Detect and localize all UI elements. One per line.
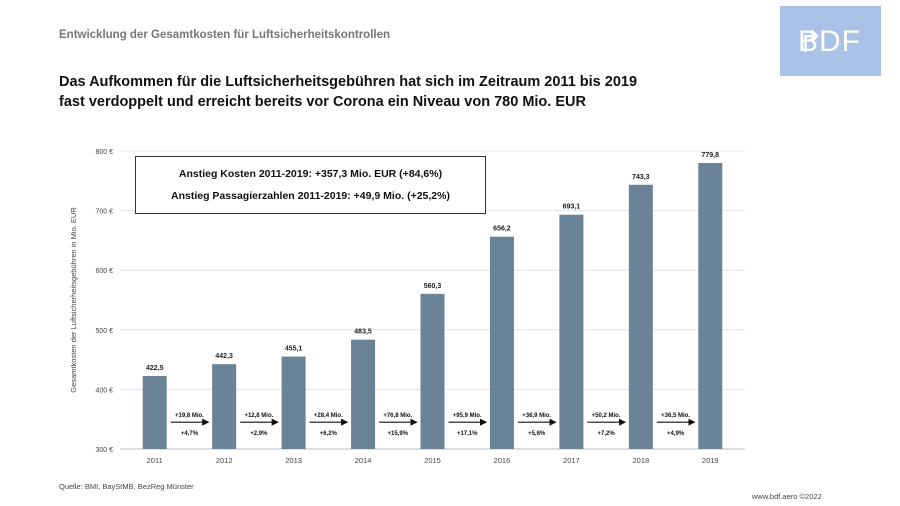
bar [142,375,167,449]
change-absolute-label: +95,9 Mio. [453,413,482,419]
change-percent-label: +2,9% [250,431,268,437]
change-percent-label: +5,6% [528,431,546,437]
bar [351,339,376,449]
bar-value-label: 422,5 [146,365,164,372]
x-tick-label: 2017 [563,456,580,465]
x-tick-label: 2015 [424,456,441,465]
change-absolute-label: +28,4 Mio. [314,413,343,419]
change-percent-label: +4,7% [181,431,199,437]
x-tick-label: 2019 [702,456,719,465]
summary-box: Anstieg Kosten 2011-2019: +357,3 Mio. EU… [135,156,486,214]
x-tick-label: 2011 [147,456,163,465]
slide-headline: Das Aufkommen für die Luftsicherheitsgeb… [59,72,759,112]
change-percent-label: +7,2% [598,431,616,437]
bdf-logo: BDF ↱ [780,6,881,76]
source-note: Quelle: BMI, BayStMB, BezReg Münster [59,482,194,491]
change-absolute-label: +36,9 Mio. [522,413,551,419]
slide-subtitle: Entwicklung der Gesamtkosten für Luftsic… [59,29,391,41]
headline-line-1: Das Aufkommen für die Luftsicherheitsgeb… [59,74,638,90]
x-tick-label: 2014 [355,456,372,465]
x-tick-label: 2016 [494,456,511,465]
bar [281,356,306,449]
bar [212,364,237,449]
bar [628,184,653,449]
x-tick-label: 2018 [632,456,649,465]
logo-arrow-icon: ↱ [798,26,825,59]
bar-value-label: 743,3 [632,174,650,181]
change-percent-label: +4,9% [667,431,685,437]
y-tick-label: 800 € [95,149,113,156]
bar-value-label: 779,8 [702,152,720,159]
change-absolute-label: +36,5 Mio. [661,413,690,419]
x-tick-label: 2012 [216,456,233,465]
y-tick-label: 700 € [95,209,113,216]
summary-cost-increase: Anstieg Kosten 2011-2019: +357,3 Mio. EU… [178,168,443,180]
copyright-note: www.bdf.aero ©2022 [752,492,822,501]
bar-value-label: 442,3 [215,353,233,360]
change-absolute-label: +76,8 Mio. [383,413,412,419]
change-absolute-label: +19,8 Mio. [175,413,204,419]
bar-value-label: 483,5 [354,329,372,336]
bar [559,214,584,449]
logo-text: BDF [798,25,861,58]
change-absolute-label: +50,2 Mio. [592,413,621,419]
headline-line-2: fast verdoppelt und erreicht bereits vor… [59,94,586,110]
bar [698,163,723,450]
y-tick-label: 500 € [95,328,113,335]
x-tick-label: 2013 [285,456,302,465]
y-tick-label: 300 € [95,447,113,454]
bar-value-label: 656,2 [493,226,511,233]
change-percent-label: +17,1% [457,431,478,437]
change-absolute-label: +12,8 Mio. [244,413,273,419]
bar [420,293,445,449]
y-axis-title: Gesamtkosten der Luftsicherheitsgebühren… [69,207,78,393]
y-tick-label: 400 € [95,387,113,394]
summary-passenger-increase: Anstieg Passagierzahlen 2011-2019: +49,9… [171,190,450,202]
bar-value-label: 693,1 [563,204,581,211]
change-percent-label: +15,9% [388,431,409,437]
bar [489,236,514,449]
y-tick-label: 600 € [95,268,113,275]
bar-value-label: 560,3 [424,283,442,290]
bar-value-label: 455,1 [285,346,303,353]
change-percent-label: +6,2% [320,431,338,437]
